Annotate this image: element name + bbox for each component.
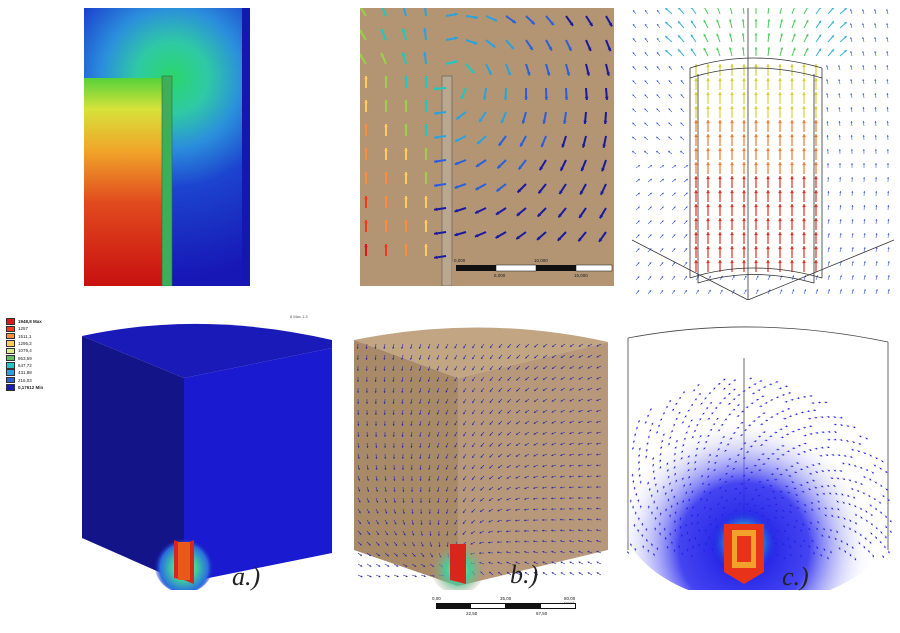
- panel-c-top-3d-vectors: [632, 8, 894, 300]
- legend-row: 1079,4: [6, 347, 66, 355]
- legend-row: 1295,2: [6, 340, 66, 347]
- scale-label-bottom-1: 15,000: [574, 273, 588, 278]
- panel-a-top-contour: [84, 8, 250, 286]
- legend-row: 1511,1: [6, 332, 66, 340]
- scale-label-top-0: 0,000: [454, 258, 466, 263]
- panel-a-bottom-3d-contour: [82, 318, 354, 590]
- panel-c-bottom-3d-vector-cloud: [624, 318, 896, 590]
- tiny-label: 8 Max 1.3: [290, 314, 308, 319]
- panel-b-bottom-3d-vectors: [352, 318, 624, 590]
- legend-row: 431,88: [6, 369, 66, 376]
- scale-label-bottom-0: 5,000: [494, 273, 506, 278]
- legend-row: 1948,8 Max: [6, 318, 66, 325]
- scale-label-top-1: 10,000: [534, 258, 548, 263]
- caption-a: a.): [232, 562, 261, 591]
- legend-row: 863,59: [6, 354, 66, 362]
- legend-row: 647,72: [6, 362, 66, 369]
- caption-c: c.): [782, 562, 809, 591]
- scale-bar-top: [452, 262, 613, 286]
- legend-row: 1257: [6, 325, 66, 333]
- panel-b-top-vector-field: 0,000 10,000 5,000 15,000: [360, 8, 614, 286]
- caption-b: b.): [510, 560, 539, 589]
- legend-row: 216,03: [6, 376, 66, 384]
- scale-bar-bottom: 0,00 35,00 80,00 (mm) 22,50 67,50: [432, 596, 576, 616]
- legend-row: 0,17612 Min: [6, 384, 66, 391]
- color-legend: 1948,8 Max 1257 1511,1 1295,2 1079,4 863…: [6, 318, 66, 391]
